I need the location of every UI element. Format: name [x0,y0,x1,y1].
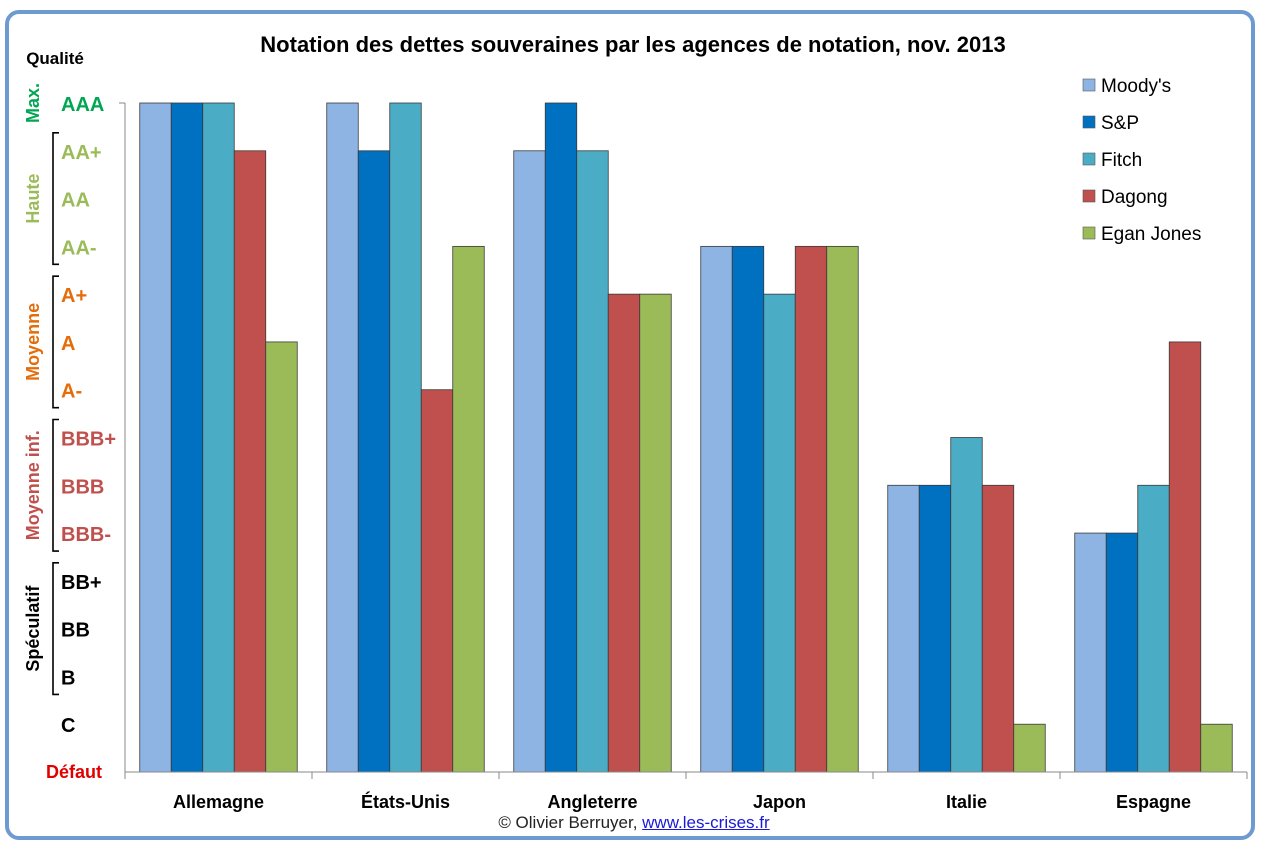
chart-title: Notation des dettes souveraines par les … [260,32,1005,57]
y-tick-label: AAA [61,94,104,116]
y-tick-label: BBB [61,476,104,498]
y-tick-label: C [61,715,75,737]
x-tick-label: Espagne [1116,792,1191,812]
x-tick-label: États-Unis [361,791,450,812]
y-tick-label: AA- [61,237,97,259]
y-tick-label: BB [61,620,90,642]
legend-swatch [1082,226,1096,240]
bar [700,245,733,773]
legend: Moody's S&P Fitch Dagong Egan Jones [1082,76,1201,245]
x-tick-label: Allemagne [173,792,264,812]
y-tick-label: BBB+ [61,429,116,451]
credit-link[interactable]: www.les-crises.fr [642,813,770,832]
bar [513,150,546,773]
bar [918,484,952,773]
legend-swatch [1082,115,1096,129]
group-label: Spéculatif [23,585,43,672]
y-bottom-label: Défaut [46,762,102,782]
bar [981,484,1015,773]
y-tick-label: A+ [61,285,87,307]
group-bracket [52,275,59,409]
x-tick-label: Angleterre [547,792,637,812]
bar [357,150,391,773]
axes [119,102,1248,779]
y-axis-label: Qualité [26,49,84,68]
group-bracket [52,131,59,266]
legend-swatch [1082,152,1096,166]
bar [1105,532,1139,773]
bar [576,150,609,773]
y-tick-label: A [61,333,75,355]
bar [1074,532,1107,773]
legend-label: S&P [1101,113,1139,134]
bars [139,102,1233,773]
x-tick-label: Japon [753,792,806,812]
bar [1168,341,1202,773]
y-tick-label: AA [61,190,90,212]
rating-group-brackets: Max. Haute Moyenne Moyenne inf. Spéculatif [23,83,59,696]
bar [1013,723,1046,773]
bar [1200,723,1233,773]
bar [233,150,267,773]
legend-label: Dagong [1101,187,1168,208]
bar [607,293,641,773]
bar [544,102,578,773]
x-tick-labels: Allemagne États-Unis Angleterre Japon Italie… [173,791,1191,812]
y-tick-label: BBB- [61,524,111,546]
credit-text: © Olivier Berruyer, [498,813,643,832]
bar [887,484,920,773]
bar [265,341,298,773]
credit-line: © Olivier Berruyer, www.les-crises.fr [0,813,1268,833]
x-tick-label: Italie [946,792,987,812]
bar [763,293,796,773]
group-label: Moyenne [23,303,43,381]
y-tick-label: A- [61,381,82,403]
bar [420,389,454,773]
y-tick-label: AA+ [61,142,102,164]
bar [950,437,983,773]
bar [139,102,172,773]
bar [731,245,765,773]
legend-swatch [1082,189,1096,203]
legend-label: Egan Jones [1101,224,1201,245]
bar [1137,484,1170,773]
group-label: Moyenne inf. [23,430,43,540]
bar [202,102,235,773]
group-bracket [52,562,59,696]
legend-label: Fitch [1101,150,1142,171]
bar [639,293,672,773]
bar [452,245,485,773]
group-label: Haute [23,174,43,224]
bar [389,102,422,773]
group-label: Max. [23,83,43,123]
legend-label: Moody's [1101,76,1171,97]
y-tick-label: BB+ [61,572,102,594]
bar [326,102,359,773]
legend-swatch [1082,78,1096,92]
bar [794,245,828,773]
bar [170,102,204,773]
y-tick-label: B [61,667,75,689]
group-bracket [52,418,59,552]
bar [826,245,859,773]
